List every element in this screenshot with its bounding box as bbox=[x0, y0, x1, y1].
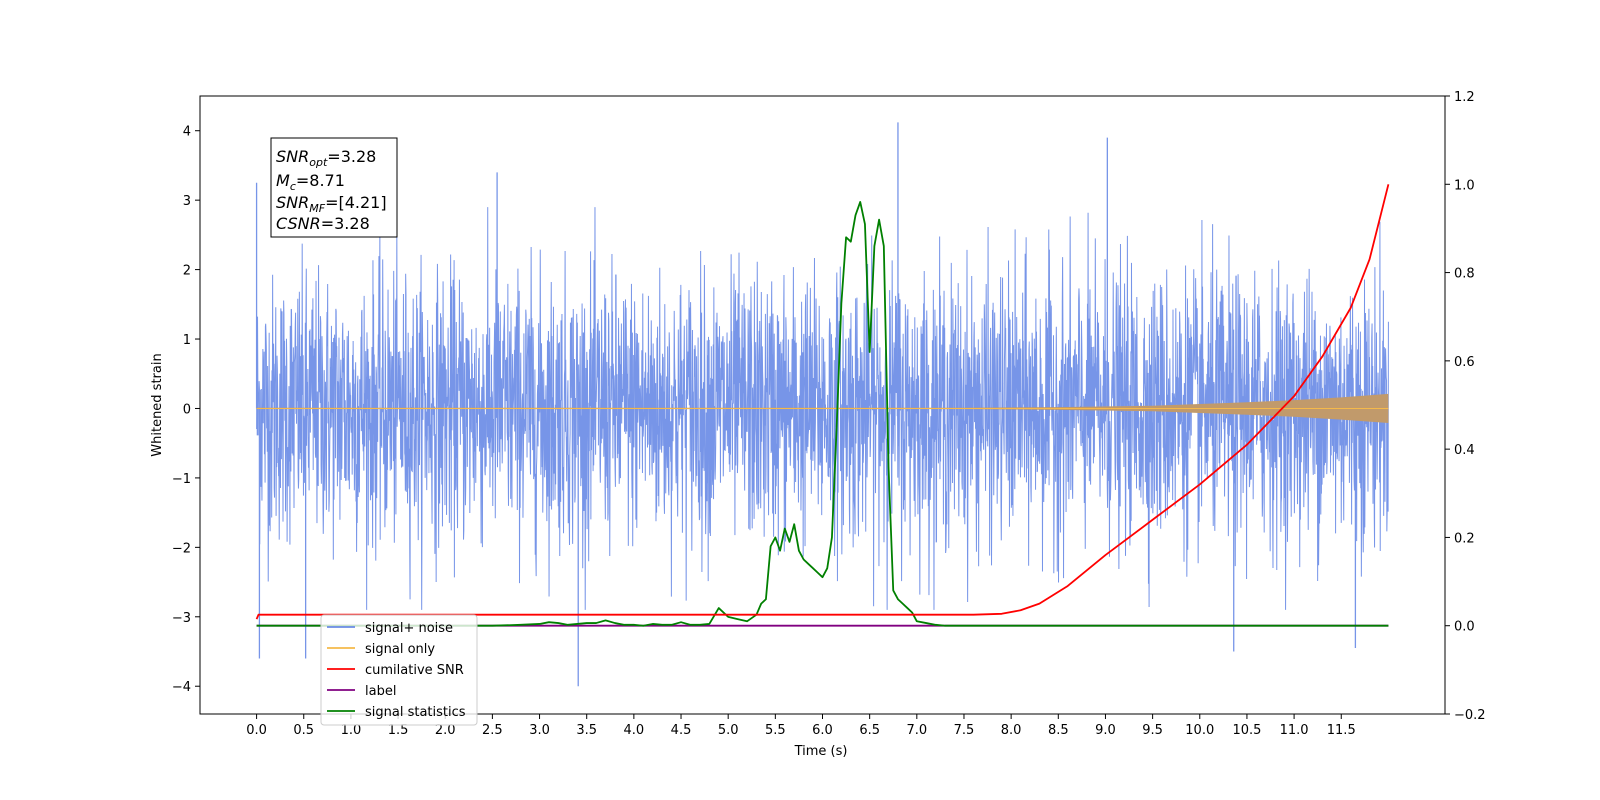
x-tick-label: 1.0 bbox=[341, 723, 362, 738]
y-right-tick-label: 1.0 bbox=[1454, 178, 1475, 193]
info-mc-base: M bbox=[276, 171, 290, 190]
y-right-tick-label: 0.0 bbox=[1454, 620, 1475, 635]
x-tick-label: 2.0 bbox=[435, 723, 456, 738]
info-mc-value: =8.71 bbox=[296, 171, 345, 190]
info-csnr-base: CSNR bbox=[276, 214, 321, 233]
y-axis-label: Whitened strain bbox=[150, 353, 165, 456]
info-snr-opt-value: =3.28 bbox=[327, 147, 376, 166]
series-signal-statistics bbox=[256, 201, 1389, 627]
x-tick-label: 6.0 bbox=[812, 723, 833, 738]
x-tick-label: 11.5 bbox=[1327, 723, 1356, 738]
cumulative-snr-line bbox=[255, 184, 1390, 620]
info-box-frame bbox=[270, 137, 398, 238]
info-snr-mf: SNRMF=[4.21] bbox=[276, 193, 387, 215]
info-snr-opt-sub: opt bbox=[309, 156, 328, 169]
x-tick-label: 3.0 bbox=[529, 723, 550, 738]
legend-label: label bbox=[365, 684, 396, 699]
x-tick-label: 10.0 bbox=[1185, 723, 1214, 738]
x-tick-label: 0.5 bbox=[293, 723, 314, 738]
y-right-tick-label: 1.2 bbox=[1454, 90, 1475, 105]
info-snr-opt: SNRopt=3.28 bbox=[276, 147, 376, 169]
x-tick-label: 10.5 bbox=[1232, 723, 1261, 738]
info-mc: Mc=8.71 bbox=[276, 171, 345, 193]
y-left-tick-label: 1 bbox=[183, 333, 191, 348]
y-left-tick-label: −2 bbox=[172, 541, 191, 556]
series-signal-noise bbox=[255, 122, 1389, 687]
x-tick-label: 7.5 bbox=[954, 723, 975, 738]
legend-frame bbox=[320, 614, 478, 726]
x-tick-label: 4.5 bbox=[671, 723, 692, 738]
y-left-tick-label: 3 bbox=[183, 194, 191, 209]
x-tick-label: 2.5 bbox=[482, 723, 503, 738]
y-right-tick-label: 0.6 bbox=[1454, 355, 1475, 370]
signal-noise-line bbox=[256, 207, 1389, 610]
x-tick-label: 9.5 bbox=[1142, 723, 1163, 738]
x-tick-label: 0.0 bbox=[246, 723, 267, 738]
x-tick-label: 9.0 bbox=[1095, 723, 1116, 738]
x-tick-label: 5.0 bbox=[718, 723, 739, 738]
x-tick-label: 8.5 bbox=[1048, 723, 1069, 738]
info-snr-opt-base: SNR bbox=[276, 147, 309, 166]
x-tick-label: 11.0 bbox=[1280, 723, 1309, 738]
info-box: SNRopt=3.28 Mc=8.71 SNRMF=[4.21] CSNR=3.… bbox=[270, 137, 398, 238]
y-left-tick-label: −1 bbox=[172, 472, 191, 487]
x-tick-label: 5.5 bbox=[765, 723, 786, 738]
x-tick-label: 8.0 bbox=[1001, 723, 1022, 738]
y-right-tick-label: 0.2 bbox=[1454, 531, 1475, 546]
x-tick-label: 4.0 bbox=[624, 723, 645, 738]
y-axis-left: −4 −3 −2 −1 0 1 2 3 4 bbox=[172, 125, 200, 695]
y-right-tick-label: 0.4 bbox=[1454, 443, 1475, 458]
y-left-tick-label: 4 bbox=[183, 125, 191, 140]
plot-area bbox=[255, 122, 1390, 687]
x-tick-label: 6.5 bbox=[859, 723, 880, 738]
x-axis: 0.0 0.5 1.0 1.5 2.0 2.5 3.0 3.5 4.0 4.5 5.0 5.5 6.0 6… bbox=[246, 714, 1356, 738]
legend-label: signal statistics bbox=[365, 705, 466, 720]
y-left-tick-label: 0 bbox=[183, 402, 191, 417]
x-tick-label: 3.5 bbox=[576, 723, 597, 738]
y-right-tick-label: −0.2 bbox=[1454, 708, 1486, 723]
y-right-tick-label: 0.8 bbox=[1454, 267, 1475, 282]
y-axis-right: −0.2 0.0 0.2 0.4 0.6 0.8 1.0 1.2 bbox=[1445, 90, 1486, 723]
x-tick-label: 1.5 bbox=[388, 723, 409, 738]
y-left-tick-label: 2 bbox=[183, 264, 191, 279]
signal-statistics-line bbox=[256, 201, 1389, 627]
y-left-tick-label: −3 bbox=[172, 611, 191, 626]
legend-label: signal only bbox=[365, 642, 435, 657]
info-csnr-value: =3.28 bbox=[321, 214, 370, 233]
y-left-tick-label: −4 bbox=[172, 680, 191, 695]
series-signal-only bbox=[256, 393, 1389, 424]
info-snr-mf-value: =[4.21] bbox=[325, 193, 387, 212]
x-tick-label: 7.0 bbox=[906, 723, 927, 738]
legend-label: signal+ noise bbox=[365, 621, 453, 636]
info-csnr: CSNR=3.28 bbox=[276, 214, 370, 233]
info-mc-sub: c bbox=[290, 180, 296, 193]
legend: signal+ noise signal only cumilative SNR la… bbox=[320, 614, 478, 726]
x-axis-label: Time (s) bbox=[794, 744, 848, 759]
info-snr-mf-base: SNR bbox=[276, 193, 309, 212]
series-cumulative-snr bbox=[255, 184, 1390, 620]
info-snr-mf-sub: MF bbox=[309, 202, 325, 215]
legend-label: cumilative SNR bbox=[365, 663, 464, 678]
